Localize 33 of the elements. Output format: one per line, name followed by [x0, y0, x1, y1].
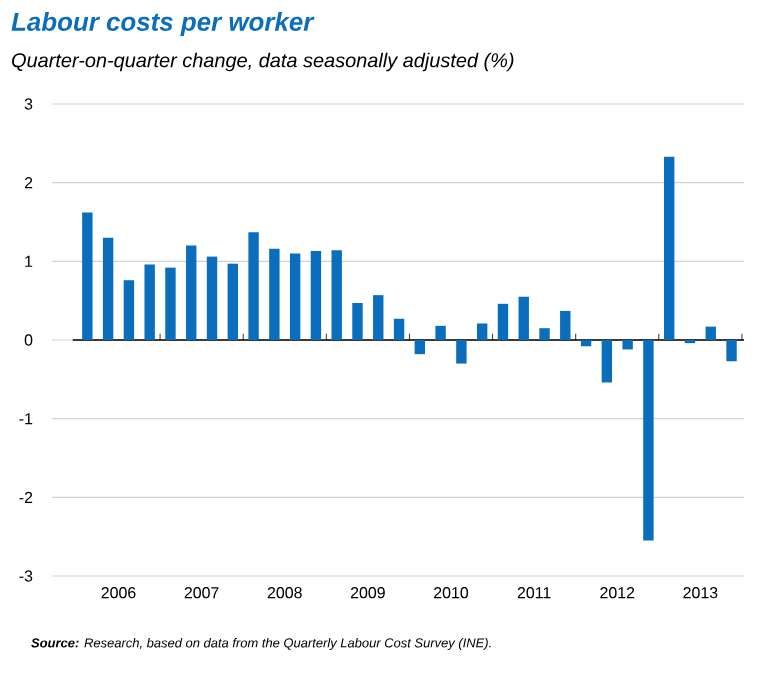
- bar: [601, 340, 613, 383]
- bar: [373, 295, 384, 340]
- bar: [310, 251, 322, 340]
- bar: [726, 340, 737, 362]
- bar: [414, 340, 426, 355]
- bar: [186, 245, 197, 340]
- bar: [539, 328, 550, 340]
- bar: [435, 325, 446, 340]
- bar: [165, 267, 176, 340]
- bar: [476, 323, 488, 340]
- bar: [560, 310, 571, 340]
- bar: [580, 340, 592, 347]
- bar: [331, 250, 342, 340]
- bar: [643, 340, 654, 541]
- chart-subtitle: Quarter-on-quarter change, data seasonally adjusted (%): [12, 52, 514, 72]
- bar: [102, 237, 114, 340]
- bar: [227, 263, 238, 340]
- bar: [705, 326, 716, 340]
- bar: [456, 340, 467, 364]
- bar: [518, 296, 529, 340]
- bar: [393, 318, 405, 340]
- bar: [352, 303, 363, 340]
- bar: [289, 253, 301, 340]
- bar: [248, 232, 259, 340]
- bar: [206, 256, 218, 340]
- bar: [82, 212, 93, 340]
- bar: [664, 156, 675, 340]
- bar: [269, 248, 280, 340]
- bar: [497, 303, 509, 340]
- bar: [622, 340, 633, 350]
- chart-title: Labour costs per worker: [11, 11, 315, 37]
- bar: [123, 280, 135, 340]
- bar: [144, 264, 155, 340]
